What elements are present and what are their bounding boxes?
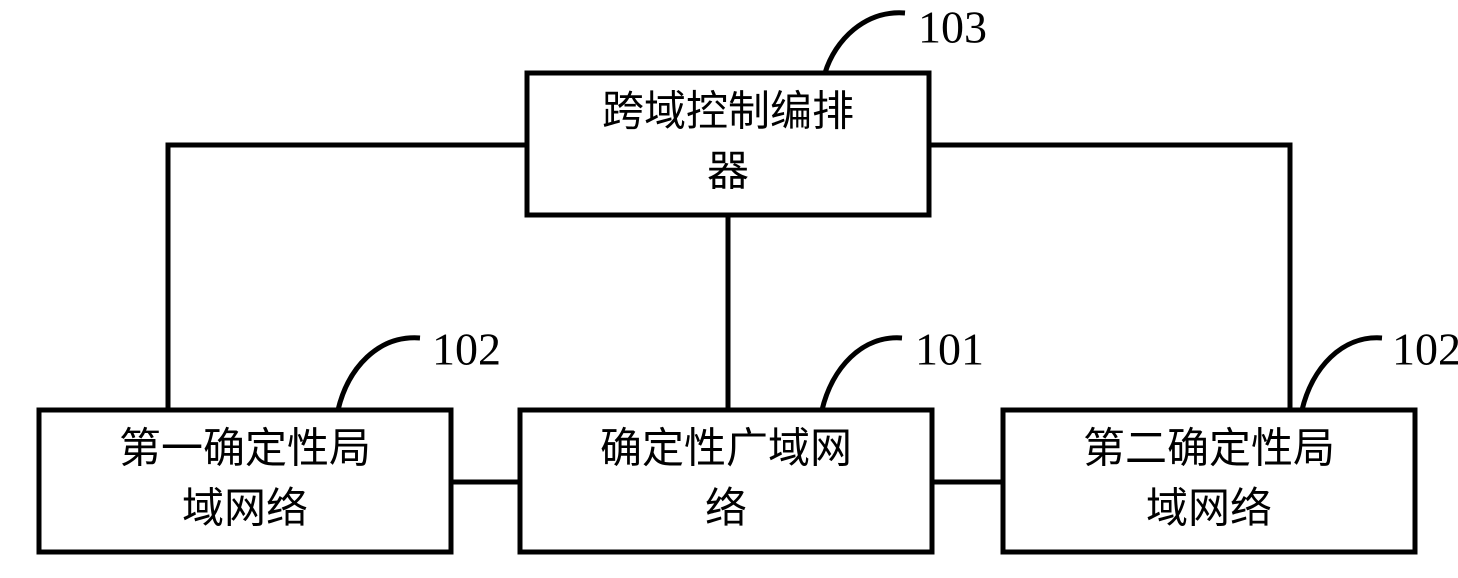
box-top: 跨域控制编排器 [527,73,929,215]
box-top-line1: 跨域控制编排 [602,90,854,136]
ref-label-r102b: 102 [1392,324,1458,375]
ref-leader-r102a [338,338,420,410]
ref-leader-r103 [825,13,905,73]
box-right: 第二确定性局域网络 [1003,410,1415,552]
box-right-line2: 域网络 [1146,486,1272,533]
box-left-line1: 第一确定性局 [119,426,371,473]
box-top-line2: 器 [707,150,749,196]
box-mid-line1: 确定性广域网 [600,426,852,473]
box-mid-line2: 络 [705,486,747,533]
ref-label-r102a: 102 [432,324,501,375]
ref-leader-r102b [1302,338,1382,410]
ref-label-r103: 103 [918,2,987,53]
ref-label-r101: 101 [915,324,984,375]
box-left: 第一确定性局域网络 [39,410,451,552]
box-mid: 确定性广域网络 [520,410,932,552]
ref-leader-r101 [822,338,902,410]
box-left-line2: 域网络 [182,486,308,533]
box-right-line1: 第二确定性局 [1083,426,1335,473]
